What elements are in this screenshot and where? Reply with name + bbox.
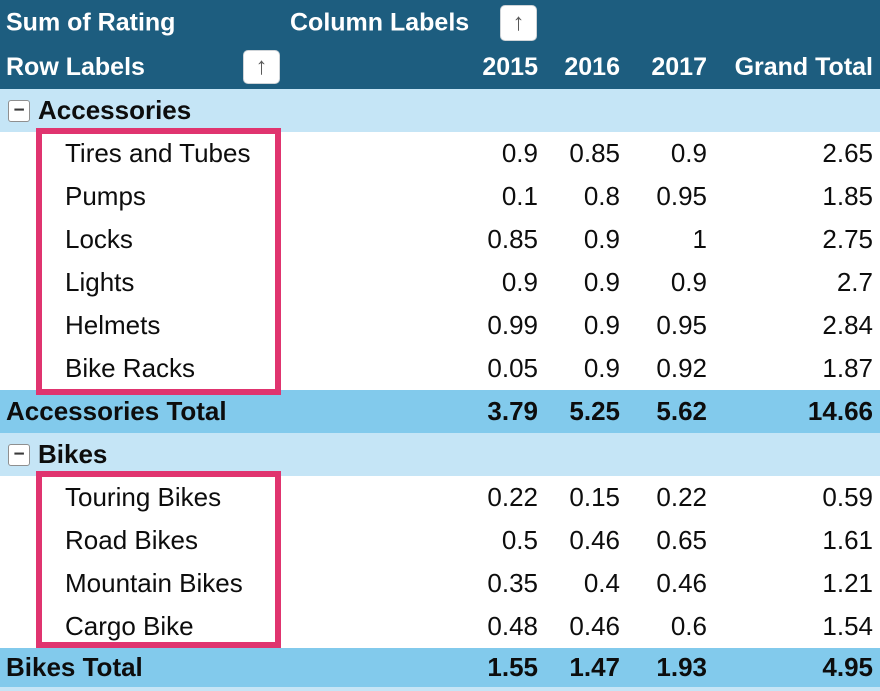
cell-value[interactable]: 0.48 <box>487 611 538 641</box>
column-header-2017[interactable]: 2017 <box>651 53 707 81</box>
cell-value[interactable]: 0.35 <box>487 568 538 598</box>
value-field-label[interactable]: Sum of Rating <box>6 8 176 37</box>
cell-value[interactable]: 0.85 <box>569 138 620 168</box>
cell-value[interactable]: 1.54 <box>822 611 873 641</box>
column-header-2016[interactable]: 2016 <box>564 53 620 81</box>
table-row: Tires and Tubes 0.9 0.85 0.9 2.65 <box>0 132 880 175</box>
row-label[interactable]: Lights <box>65 267 135 297</box>
cell-value[interactable]: 0.9 <box>501 267 538 297</box>
cell-value[interactable]: 0.9 <box>583 353 620 383</box>
collapse-button-accessories[interactable]: − <box>8 99 30 122</box>
cell-value[interactable]: 1.85 <box>822 181 873 211</box>
column-header-grand-total[interactable]: Grand Total <box>734 53 873 81</box>
row-label[interactable]: Cargo Bike <box>65 611 194 641</box>
total-row-accessories: Accessories Total 3.79 5.25 5.62 14.66 <box>0 390 880 433</box>
cell-value[interactable]: 0.22 <box>487 482 538 512</box>
cell-value[interactable]: 2.65 <box>822 138 873 168</box>
cell-value[interactable]: 2.7 <box>836 267 873 297</box>
pivot-header-row-1: Sum of Rating Column Labels ↑ <box>0 0 880 46</box>
cell-value[interactable]: 14.66 <box>807 396 873 426</box>
cell-value[interactable]: 5.25 <box>569 396 620 426</box>
cell-value[interactable]: 0.9 <box>501 138 538 168</box>
table-row: Pumps 0.1 0.8 0.95 1.85 <box>0 175 880 218</box>
cell-value[interactable]: 0.6 <box>670 611 707 641</box>
cell-value[interactable]: 0.92 <box>656 353 707 383</box>
cell-value[interactable]: 0.9 <box>670 267 707 297</box>
cell-value[interactable]: 2.84 <box>822 310 873 340</box>
cell-value[interactable]: 1.55 <box>487 652 538 682</box>
row-label[interactable]: Mountain Bikes <box>65 568 243 598</box>
table-row: Road Bikes 0.5 0.46 0.65 1.61 <box>0 519 880 562</box>
sort-ascending-icon: ↑ <box>255 53 268 80</box>
cell-value[interactable]: 1.61 <box>822 525 873 555</box>
total-label[interactable]: Bikes Total <box>6 652 143 682</box>
table-row: Cargo Bike 0.48 0.46 0.6 1.54 <box>0 605 880 648</box>
row-label[interactable]: Bike Racks <box>65 353 196 383</box>
cell-value[interactable]: 1 <box>692 224 707 254</box>
cell-value[interactable]: 0.15 <box>569 482 620 512</box>
cell-value[interactable]: 0.59 <box>822 482 873 512</box>
sort-ascending-icon: ↑ <box>512 9 525 36</box>
cell-value[interactable]: 0.9 <box>583 224 620 254</box>
cell-value[interactable]: 5.62 <box>656 396 707 426</box>
row-label[interactable]: Touring Bikes <box>65 482 222 512</box>
cell-value[interactable]: 1.87 <box>822 353 873 383</box>
table-row: Touring Bikes 0.22 0.15 0.22 0.59 <box>0 476 880 519</box>
cell-value[interactable]: 0.99 <box>487 310 538 340</box>
cell-value[interactable]: 2.75 <box>822 224 873 254</box>
total-row-bikes: Bikes Total 1.55 1.47 1.93 4.95 <box>0 648 880 687</box>
pivot-header-row-2: Row Labels 2015 2016 2017 Grand Total ↑ <box>0 46 880 89</box>
cell-value[interactable]: 0.85 <box>487 224 538 254</box>
column-field-label[interactable]: Column Labels <box>290 8 470 37</box>
cell-value[interactable]: 0.8 <box>583 181 620 211</box>
cell-value[interactable]: 0.95 <box>656 310 707 340</box>
row-label[interactable]: Road Bikes <box>65 525 198 555</box>
group-row-accessories: − Accessories <box>0 89 880 132</box>
cell-value[interactable]: 0.46 <box>569 611 620 641</box>
cell-value[interactable]: 0.05 <box>487 353 538 383</box>
row-label[interactable]: Locks <box>65 224 133 254</box>
cell-value[interactable]: 4.95 <box>822 652 873 682</box>
total-label[interactable]: Accessories Total <box>6 396 227 426</box>
next-row-partial <box>0 687 880 691</box>
row-labels-filter-button[interactable]: ↑ <box>243 50 280 84</box>
column-header-2015[interactable]: 2015 <box>482 53 538 81</box>
cell-value[interactable]: 3.79 <box>487 396 538 426</box>
table-row: Helmets 0.99 0.9 0.95 2.84 <box>0 304 880 347</box>
row-label[interactable]: Pumps <box>65 181 146 211</box>
cell-value[interactable]: 0.9 <box>583 267 620 297</box>
cell-value[interactable]: 1.93 <box>656 652 707 682</box>
group-name[interactable]: Bikes <box>38 439 108 469</box>
row-label[interactable]: Helmets <box>65 310 161 340</box>
cell-value[interactable]: 0.9 <box>670 138 707 168</box>
cell-value[interactable]: 0.65 <box>656 525 707 555</box>
cell-value[interactable]: 0.4 <box>583 568 620 598</box>
table-row: Bike Racks 0.05 0.9 0.92 1.87 <box>0 347 880 390</box>
cell-value[interactable]: 1.21 <box>822 568 873 598</box>
table-row: Locks 0.85 0.9 1 2.75 <box>0 218 880 261</box>
table-row: Mountain Bikes 0.35 0.4 0.46 1.21 <box>0 562 880 605</box>
cell-value[interactable]: 0.1 <box>501 181 538 211</box>
cell-value[interactable]: 0.46 <box>569 525 620 555</box>
group-row-bikes: − Bikes <box>0 433 880 476</box>
cell-value[interactable]: 0.95 <box>656 181 707 211</box>
cell-value[interactable]: 1.47 <box>569 652 620 682</box>
row-field-label[interactable]: Row Labels <box>6 53 145 81</box>
cell-value[interactable]: 0.9 <box>583 310 620 340</box>
table-row: Lights 0.9 0.9 0.9 2.7 <box>0 261 880 304</box>
column-labels-filter-button[interactable]: ↑ <box>500 5 537 41</box>
cell-value[interactable]: 0.22 <box>656 482 707 512</box>
cell-value[interactable]: 0.5 <box>501 525 538 555</box>
cell-value[interactable]: 0.46 <box>656 568 707 598</box>
collapse-button-bikes[interactable]: − <box>8 443 30 466</box>
group-name[interactable]: Accessories <box>38 95 192 125</box>
row-label[interactable]: Tires and Tubes <box>65 138 251 168</box>
